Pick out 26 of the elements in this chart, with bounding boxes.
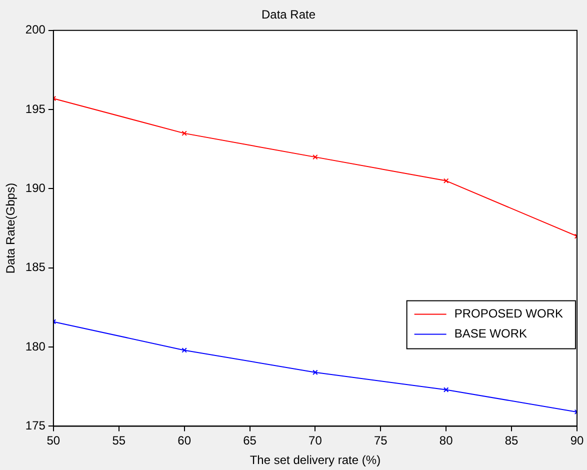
point bbox=[443, 387, 449, 392]
y-tick-label: 175 bbox=[25, 418, 46, 433]
x-tick-label: 60 bbox=[178, 434, 192, 448]
x-tick-label: 90 bbox=[570, 434, 584, 448]
x-tick-label: 65 bbox=[243, 434, 257, 448]
y-tick-label: 195 bbox=[25, 102, 46, 116]
y-tick-label: 185 bbox=[25, 260, 46, 274]
y-tick-label: 180 bbox=[25, 339, 46, 354]
x-tick-label: 50 bbox=[46, 434, 60, 448]
legend-label: BASE WORK bbox=[454, 326, 528, 341]
x-axis-title: The set delivery rate (%) bbox=[250, 453, 381, 468]
y-tick-label: 190 bbox=[25, 181, 46, 196]
chart-title: Data Rate bbox=[261, 8, 316, 22]
x-tick-label: 55 bbox=[112, 434, 126, 448]
legend-label: PROPOSED WORK bbox=[454, 306, 564, 321]
point bbox=[312, 154, 318, 160]
y-axis-title: Data Rate(Gbps) bbox=[4, 182, 18, 274]
point bbox=[182, 130, 187, 136]
point bbox=[443, 178, 449, 184]
x-tick-label: 80 bbox=[439, 434, 454, 448]
x-tick-label: 85 bbox=[504, 434, 519, 448]
x-tick-label: 70 bbox=[308, 434, 322, 448]
x-tick-label: 75 bbox=[374, 434, 388, 448]
y-tick-label: 200 bbox=[25, 22, 46, 37]
point bbox=[182, 348, 187, 353]
point bbox=[312, 370, 318, 375]
